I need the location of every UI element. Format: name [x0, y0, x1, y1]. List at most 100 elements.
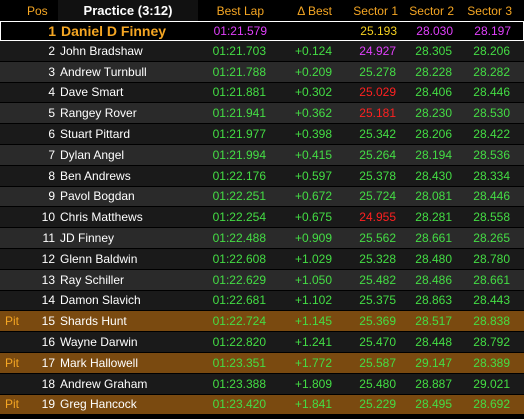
best-lap-cell: 01:21.977 — [196, 127, 270, 141]
table-row[interactable]: 12 Glenn Baldwin 01:22.608 +1.029 25.328 28.4… — [0, 249, 524, 270]
best-lap-cell: 01:22.176 — [196, 169, 270, 183]
table-row[interactable]: Pit 19 Greg Hancock 01:23.420 +1.841 25.229 28… — [0, 395, 524, 416]
header-delta-best: Δ Best — [270, 4, 342, 18]
sector-1-cell: 25.328 — [342, 252, 398, 266]
sector-3-cell: 28.446 — [454, 85, 514, 99]
header-sector-2: Sector 2 — [400, 4, 456, 18]
sector-3-cell: 28.282 — [454, 65, 514, 79]
table-row[interactable]: 1 Daniel D Finney 01:21.579 25.193 28.030 28.… — [0, 21, 524, 41]
sector-2-cell: 28.030 — [399, 24, 455, 38]
driver-name-cell: Andrew Graham — [58, 377, 196, 391]
table-row[interactable]: 13 Ray Schiller 01:22.629 +1.050 25.482 28.48… — [0, 270, 524, 291]
sector-3-cell: 29.021 — [454, 377, 514, 391]
driver-name-cell: Greg Hancock — [58, 397, 196, 411]
sector-1-cell: 25.193 — [343, 24, 399, 38]
status-cell: Pit — [0, 397, 30, 411]
delta-best-cell: +1.029 — [270, 252, 342, 266]
best-lap-cell: 01:23.388 — [196, 377, 270, 391]
sector-2-cell: 28.863 — [398, 293, 454, 307]
header-sector-3: Sector 3 — [456, 4, 516, 18]
delta-best-cell: +0.398 — [270, 127, 342, 141]
table-row[interactable]: 14 Damon Slavich 01:22.681 +1.102 25.375 28.8… — [0, 291, 524, 312]
status-cell: Pit — [0, 356, 30, 370]
table-row[interactable]: 6 Stuart Pittard 01:21.977 +0.398 25.342 28.2… — [0, 124, 524, 145]
sector-1-cell: 25.278 — [342, 65, 398, 79]
sector-1-cell: 25.264 — [342, 148, 398, 162]
table-row[interactable]: 3 Andrew Turnbull 01:21.788 +0.209 25.278 28.… — [0, 62, 524, 83]
sector-3-cell: 28.206 — [454, 44, 514, 58]
position-cell: 16 — [30, 335, 58, 349]
sector-3-cell: 28.692 — [454, 397, 514, 411]
table-row[interactable]: 8 Ben Andrews 01:22.176 +0.597 25.378 28.430 2… — [0, 166, 524, 187]
session-title: Practice (3:12) — [58, 0, 198, 21]
sector-1-cell: 25.480 — [342, 377, 398, 391]
best-lap-cell: 01:21.788 — [196, 65, 270, 79]
driver-name-cell: Damon Slavich — [58, 293, 196, 307]
position-cell: 6 — [30, 127, 58, 141]
driver-name-cell: Shards Hunt — [58, 314, 196, 328]
driver-name-cell: Wayne Darwin — [58, 335, 196, 349]
delta-best-cell: +0.302 — [270, 85, 342, 99]
driver-name-cell: Stuart Pittard — [58, 127, 196, 141]
header-sector-1: Sector 1 — [342, 4, 400, 18]
driver-name-cell: Ben Andrews — [58, 169, 196, 183]
delta-best-cell: +0.124 — [270, 44, 342, 58]
results-table: 1 Daniel D Finney 01:21.579 25.193 28.030 28.… — [0, 21, 524, 415]
table-row[interactable]: 9 Pavol Bogdan 01:22.251 +0.672 25.724 28.081… — [0, 187, 524, 208]
delta-best-cell: +1.772 — [270, 356, 342, 370]
position-cell: 2 — [30, 44, 58, 58]
driver-name-cell: Mark Hallowell — [58, 356, 196, 370]
delta-best-cell: +1.841 — [270, 397, 342, 411]
best-lap-cell: 01:22.681 — [196, 293, 270, 307]
delta-best-cell: +1.102 — [270, 293, 342, 307]
driver-name-cell: JD Finney — [58, 231, 196, 245]
position-cell: 19 — [30, 397, 58, 411]
sector-1-cell: 25.562 — [342, 231, 398, 245]
driver-name-cell: Daniel D Finney — [59, 23, 197, 39]
sector-2-cell: 28.495 — [398, 397, 454, 411]
sector-3-cell: 28.792 — [454, 335, 514, 349]
sector-1-cell: 25.482 — [342, 273, 398, 287]
best-lap-cell: 01:23.351 — [196, 356, 270, 370]
position-cell: 1 — [31, 23, 59, 39]
delta-best-cell: +1.809 — [270, 377, 342, 391]
table-row[interactable]: 10 Chris Matthews 01:22.254 +0.675 24.955 28.… — [0, 207, 524, 228]
table-row[interactable]: Pit 15 Shards Hunt 01:22.724 +1.145 25.369 28.… — [0, 311, 524, 332]
best-lap-cell: 01:22.629 — [196, 273, 270, 287]
sector-2-cell: 28.661 — [398, 231, 454, 245]
sector-2-cell: 28.406 — [398, 85, 454, 99]
sector-3-cell: 28.780 — [454, 252, 514, 266]
sector-1-cell: 25.181 — [342, 106, 398, 120]
delta-best-cell: +0.597 — [270, 169, 342, 183]
best-lap-cell: 01:21.994 — [196, 148, 270, 162]
position-cell: 9 — [30, 189, 58, 203]
table-row[interactable]: 16 Wayne Darwin 01:22.820 +1.241 25.470 28.44… — [0, 332, 524, 353]
sector-1-cell: 25.342 — [342, 127, 398, 141]
driver-name-cell: Chris Matthews — [58, 210, 196, 224]
position-cell: 4 — [30, 85, 58, 99]
header-best-lap: Best Lap — [198, 4, 270, 18]
best-lap-cell: 01:23.420 — [196, 397, 270, 411]
position-cell: 15 — [30, 314, 58, 328]
table-row[interactable]: Pit 17 Mark Hallowell 01:23.351 +1.772 25.587… — [0, 353, 524, 374]
sector-1-cell: 24.927 — [342, 44, 398, 58]
sector-1-cell: 25.229 — [342, 397, 398, 411]
table-row[interactable]: 18 Andrew Graham 01:23.388 +1.809 25.480 28.8… — [0, 374, 524, 395]
sector-2-cell: 28.486 — [398, 273, 454, 287]
position-cell: 13 — [30, 273, 58, 287]
delta-best-cell: +0.209 — [270, 65, 342, 79]
sector-1-cell: 24.955 — [342, 210, 398, 224]
position-cell: 7 — [30, 148, 58, 162]
table-row[interactable]: 7 Dylan Angel 01:21.994 +0.415 25.264 28.194 2… — [0, 145, 524, 166]
table-row[interactable]: 2 John Bradshaw 01:21.703 +0.124 24.927 28.30… — [0, 41, 524, 62]
delta-best-cell: +0.675 — [270, 210, 342, 224]
delta-best-cell: +0.909 — [270, 231, 342, 245]
best-lap-cell: 01:21.703 — [196, 44, 270, 58]
table-row[interactable]: 4 Dave Smart 01:21.881 +0.302 25.029 28.406 28… — [0, 83, 524, 104]
best-lap-cell: 01:22.608 — [196, 252, 270, 266]
sector-3-cell: 28.446 — [454, 189, 514, 203]
table-row[interactable]: 5 Rangey Rover 01:21.941 +0.362 25.181 28.230… — [0, 103, 524, 124]
table-row[interactable]: 11 JD Finney 01:22.488 +0.909 25.562 28.661 28… — [0, 228, 524, 249]
sector-1-cell: 25.378 — [342, 169, 398, 183]
